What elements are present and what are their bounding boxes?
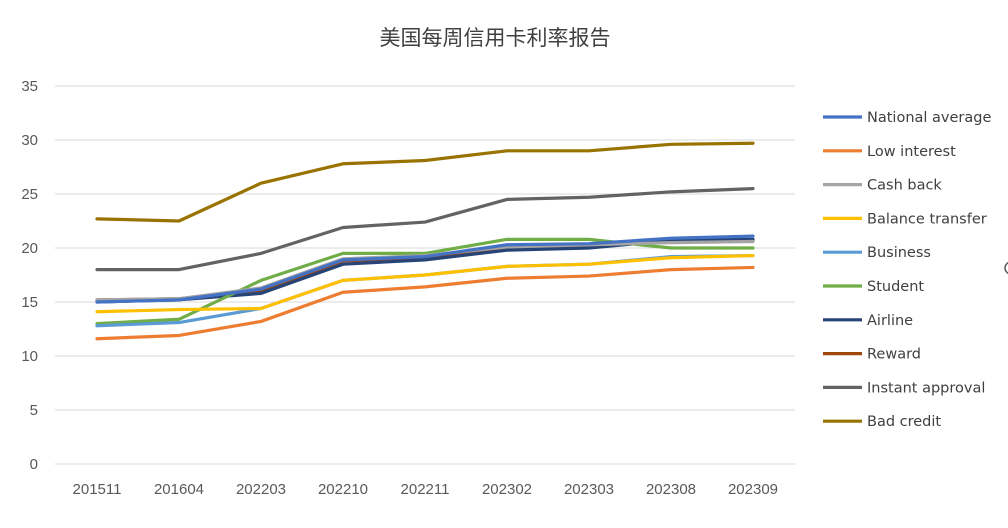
- series-lines: [95, 141, 755, 341]
- y-tick-label: 25: [21, 186, 38, 203]
- legend-label: Cash back: [867, 178, 942, 194]
- x-tick-label: 202210: [318, 481, 368, 498]
- edge-handle: [1004, 261, 1008, 275]
- y-tick-label: 0: [30, 456, 38, 473]
- series-line: [95, 265, 755, 341]
- x-tick-label: 202308: [646, 481, 696, 498]
- legend-label: Instant approval: [867, 380, 985, 396]
- x-tick-label: 201604: [154, 481, 204, 498]
- legend-label: Reward: [867, 347, 921, 363]
- x-axis-tick-labels: 201511 201604 202203 202210 202211 202302 2023…: [73, 481, 779, 498]
- legend-label: Business: [867, 245, 931, 261]
- legend: National average Low interest Cash back Bal…: [823, 110, 991, 430]
- series-line: [95, 141, 755, 223]
- x-tick-label: 202309: [728, 481, 778, 498]
- legend-label: Low interest: [867, 144, 956, 160]
- x-tick-label: 202203: [236, 481, 286, 498]
- chart-title: 美国每周信用卡利率报告: [380, 26, 611, 50]
- y-axis-tick-labels: 0 5 10 15 20 25 30 35: [21, 78, 38, 473]
- y-tick-label: 15: [21, 294, 38, 311]
- grid-lines: [55, 85, 795, 465]
- y-tick-label: 20: [21, 240, 38, 257]
- x-tick-label: 202211: [401, 481, 450, 498]
- legend-label: Balance transfer: [867, 211, 987, 227]
- series-line: [95, 253, 755, 314]
- series-line: [95, 237, 755, 326]
- x-tick-label: 202302: [482, 481, 532, 498]
- legend-label: National average: [867, 110, 991, 126]
- x-tick-label: 201511: [73, 481, 122, 498]
- legend-label: Airline: [867, 313, 913, 329]
- y-tick-label: 10: [21, 348, 38, 365]
- series-line: [95, 234, 755, 304]
- legend-label: Bad credit: [867, 414, 941, 430]
- x-tick-label: 202303: [564, 481, 614, 498]
- legend-label: Student: [867, 279, 924, 295]
- y-tick-label: 5: [30, 402, 38, 419]
- y-tick-label: 35: [21, 78, 38, 95]
- y-tick-label: 30: [21, 132, 38, 149]
- series-line: [95, 187, 755, 272]
